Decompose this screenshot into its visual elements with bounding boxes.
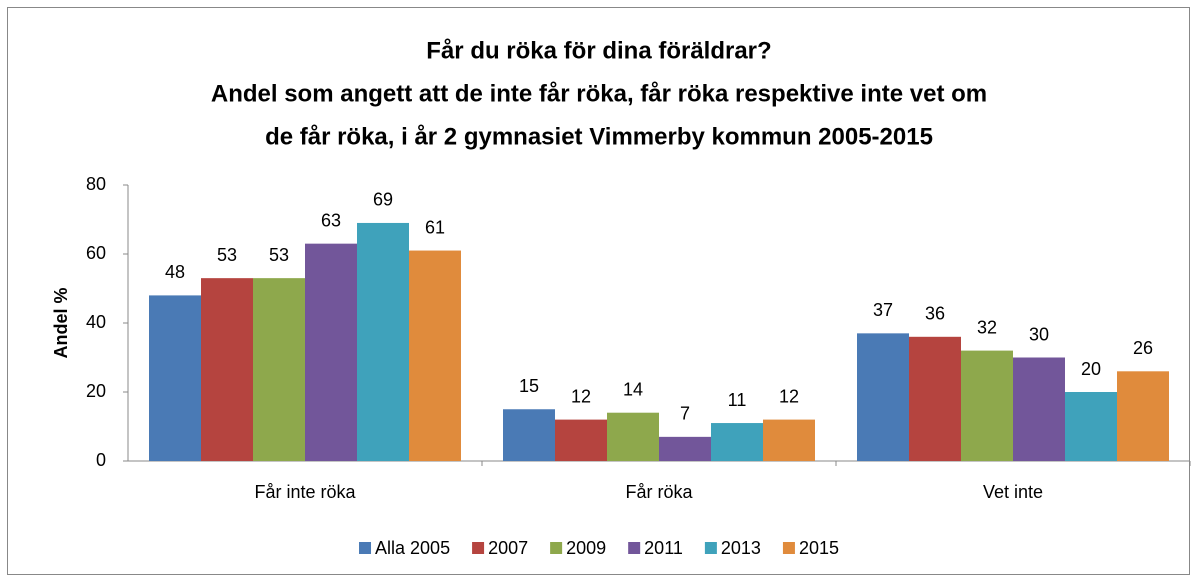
x-tick-label: Får inte röka xyxy=(254,482,356,502)
bar xyxy=(1013,357,1065,461)
legend-label: Alla 2005 xyxy=(375,538,450,558)
data-label: 53 xyxy=(217,245,237,265)
y-axis-label: Andel % xyxy=(51,287,71,358)
legend-swatch xyxy=(550,542,563,554)
bar xyxy=(409,250,461,461)
bar xyxy=(1065,392,1117,461)
bar xyxy=(711,423,763,461)
chart-title: Får du röka för dina föräldrar? xyxy=(426,37,771,64)
bar xyxy=(607,412,659,461)
legend-swatch xyxy=(704,542,717,554)
bar xyxy=(253,278,305,461)
data-label: 61 xyxy=(425,217,445,237)
data-label: 32 xyxy=(977,317,997,337)
y-tick-label: 60 xyxy=(86,243,106,263)
y-tick-label: 40 xyxy=(86,312,106,332)
bar xyxy=(1117,371,1169,461)
x-tick-label: Får röka xyxy=(625,482,693,502)
legend-swatch xyxy=(782,542,795,554)
legend-swatch xyxy=(359,542,372,554)
data-label: 69 xyxy=(373,190,393,210)
data-label: 30 xyxy=(1029,324,1049,344)
legend-label: 2007 xyxy=(488,538,528,558)
bar xyxy=(503,409,555,461)
bar xyxy=(857,333,909,461)
x-tick-label: Vet inte xyxy=(983,482,1043,502)
data-label: 63 xyxy=(321,210,341,230)
bar xyxy=(909,336,961,461)
data-label: 20 xyxy=(1081,359,1101,379)
bar xyxy=(763,419,815,461)
legend-label: 2011 xyxy=(644,538,683,558)
data-label: 12 xyxy=(571,386,591,406)
legend-label: 2013 xyxy=(721,538,761,558)
y-tick-label: 80 xyxy=(86,174,106,194)
data-label: 48 xyxy=(165,262,185,282)
legend-swatch xyxy=(472,542,485,554)
legend-label: 2015 xyxy=(799,538,839,558)
bar xyxy=(659,436,711,461)
legend-swatch xyxy=(628,542,641,554)
chart-title: de får röka, i år 2 gymnasiet Vimmerby k… xyxy=(265,123,933,150)
data-label: 12 xyxy=(779,386,799,406)
data-label: 7 xyxy=(680,404,690,424)
bar xyxy=(961,350,1013,461)
data-label: 11 xyxy=(728,390,747,410)
data-label: 53 xyxy=(269,245,289,265)
bar xyxy=(149,295,201,461)
bar xyxy=(201,278,253,461)
data-label: 15 xyxy=(519,376,539,396)
bar xyxy=(357,222,409,461)
legend-label: 2009 xyxy=(566,538,606,558)
data-label: 37 xyxy=(873,300,893,320)
bar xyxy=(555,419,607,461)
bar xyxy=(305,243,357,461)
data-label: 26 xyxy=(1133,338,1153,358)
chart-title: Andel som angett att de inte får röka, f… xyxy=(211,80,987,107)
y-tick-label: 20 xyxy=(86,381,106,401)
data-label: 36 xyxy=(925,304,945,324)
y-tick-label: 0 xyxy=(96,450,106,470)
data-label: 14 xyxy=(623,379,643,399)
